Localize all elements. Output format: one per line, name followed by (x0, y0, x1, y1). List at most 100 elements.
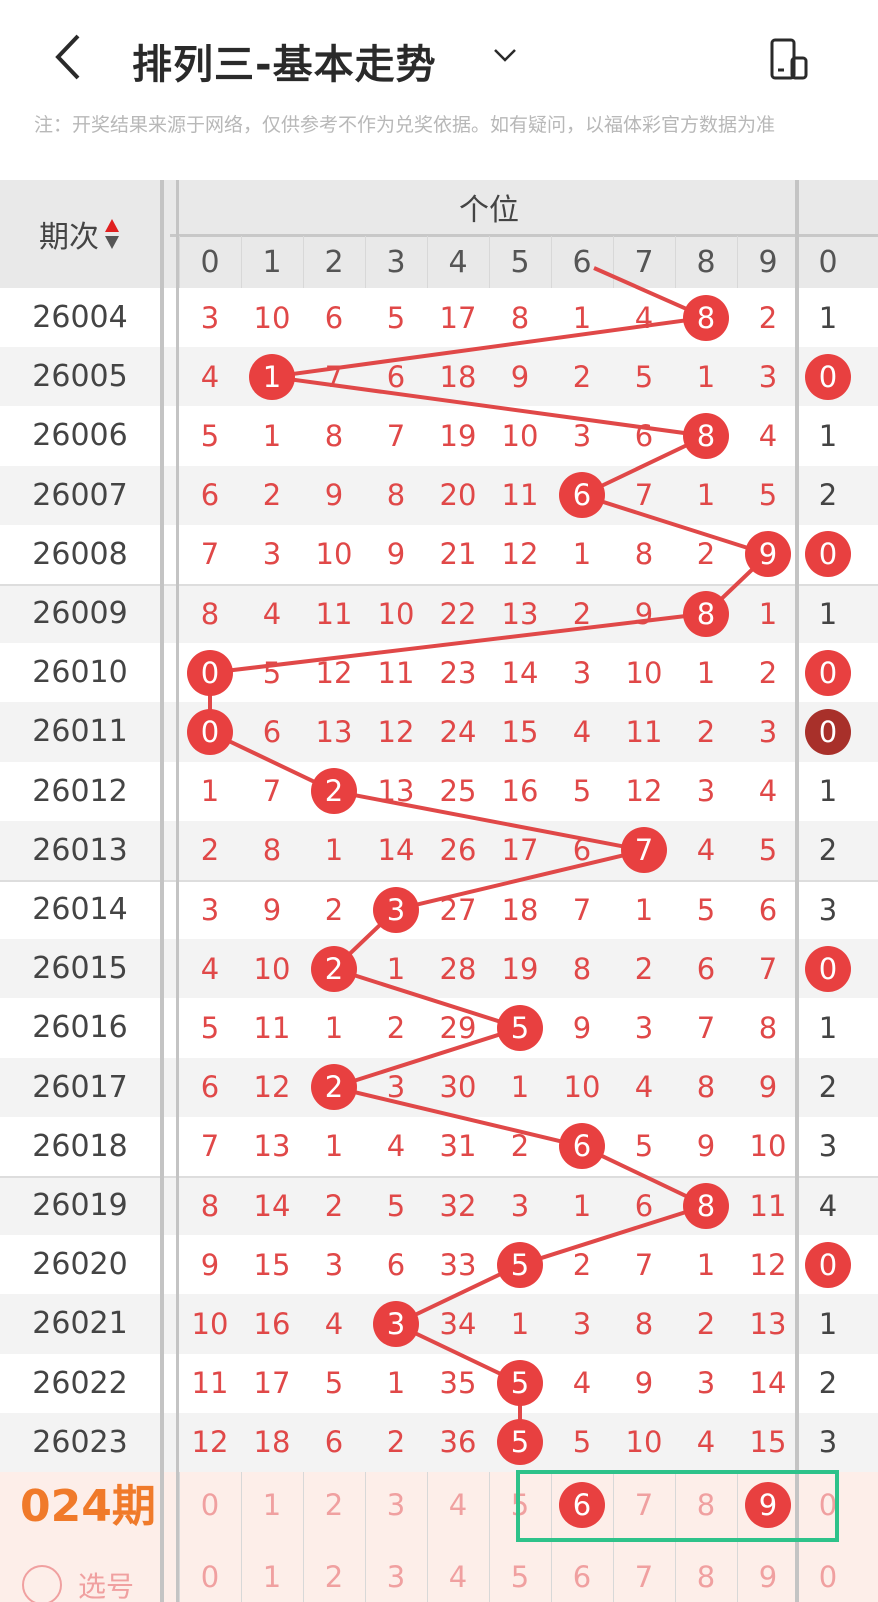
miss-count: 8 (634, 537, 654, 572)
pick-digit[interactable]: 6 (551, 1542, 613, 1602)
miss-count: 10 (749, 1129, 787, 1164)
table-row (0, 406, 878, 466)
miss-count: 9 (572, 1010, 592, 1045)
miss-count: 13 (315, 714, 353, 749)
sort-period-button[interactable]: 期次 (0, 180, 160, 288)
cell: 2 (303, 880, 365, 939)
miss-count: 30 (439, 1070, 477, 1105)
digit: 7 (634, 1488, 654, 1522)
miss-count: 10 (253, 300, 291, 335)
pick-digit[interactable]: 7 (613, 1470, 675, 1540)
miss-count: 1 (572, 300, 592, 335)
pick-digit[interactable]: 8 (675, 1470, 737, 1540)
table-row (0, 347, 878, 407)
pick-digit[interactable]: 4 (427, 1542, 489, 1602)
miss-count: 9 (758, 1070, 778, 1105)
cell: 7 (613, 821, 675, 880)
pick-digit[interactable]: 3 (365, 1542, 427, 1602)
miss-count: 1 (324, 1010, 344, 1045)
pick-digit[interactable]: 3 (365, 1470, 427, 1540)
cell: 14 (365, 821, 427, 880)
cell: 0 (179, 702, 241, 761)
cell: 2 (675, 525, 737, 584)
miss-count: 1 (324, 833, 344, 868)
miss-count: 8 (510, 300, 530, 335)
table-row (0, 1353, 878, 1413)
cell: 8 (365, 466, 427, 525)
miss-count: 3 (572, 418, 592, 453)
cell: 2 (303, 762, 365, 821)
pick-digit[interactable]: 2 (303, 1542, 365, 1602)
pick-digit[interactable]: 1 (241, 1470, 303, 1540)
cell: 2 (365, 998, 427, 1057)
miss-count: 35 (439, 1366, 477, 1401)
cell: 0 (798, 939, 858, 998)
cell: 1 (798, 584, 858, 643)
cell: 8 (675, 584, 737, 643)
pick-digit[interactable]: 6 (551, 1470, 613, 1540)
miss-count: 6 (386, 1247, 406, 1282)
digit-header: 3 (386, 244, 406, 280)
miss-count: 10 (625, 655, 663, 690)
pick-digit[interactable]: 0 (818, 1560, 838, 1594)
miss-count: 4 (818, 1188, 838, 1223)
cell: 16 (241, 1294, 303, 1353)
select-radio[interactable] (22, 1565, 62, 1602)
miss-count: 1 (634, 892, 654, 927)
miss-count: 11 (749, 1188, 787, 1223)
miss-count: 12 (501, 537, 539, 572)
cell: 5 (303, 1354, 365, 1413)
miss-count: 36 (439, 1425, 477, 1460)
pick-digit[interactable]: 2 (303, 1470, 365, 1540)
cell: 6 (675, 939, 737, 998)
pick-digit[interactable]: 4 (427, 1470, 489, 1540)
period-cell: 26010 (32, 655, 128, 691)
miss-count: 5 (200, 418, 220, 453)
pick-digit[interactable]: 9 (737, 1470, 799, 1540)
cell: 0 (798, 643, 858, 702)
cell: 1 (798, 288, 858, 347)
pick-digit[interactable]: 0 (179, 1470, 241, 1540)
hit-ball: 9 (745, 531, 791, 578)
digit: 9 (758, 1560, 778, 1594)
cell: 9 (737, 525, 799, 584)
cell: 5 (489, 1413, 551, 1472)
miss-count: 26 (439, 833, 477, 868)
digit: 3 (386, 1488, 406, 1522)
cell: 20 (427, 466, 489, 525)
table-row (0, 939, 878, 999)
cell: 3 (179, 288, 241, 347)
period-cell: 26019 (32, 1188, 128, 1223)
miss-count: 5 (572, 1425, 592, 1460)
hit-ball: 0 (805, 353, 851, 400)
chevron-down-icon[interactable] (490, 40, 520, 70)
cell: 0 (798, 525, 858, 584)
pick-digit[interactable]: 1 (241, 1542, 303, 1602)
chevron-left-icon[interactable] (48, 32, 88, 82)
miss-count: 2 (572, 596, 592, 631)
top-bar: 排列三-基本走势 (0, 0, 878, 120)
hit-ball: 6 (559, 1123, 605, 1170)
miss-count: 19 (439, 418, 477, 453)
pick-digit[interactable]: 9 (737, 1542, 799, 1602)
pick-digit[interactable]: 0 (818, 1488, 838, 1522)
hit-ball: 5 (497, 1004, 543, 1051)
cell: 1 (179, 762, 241, 821)
cell: 15 (489, 702, 551, 761)
page-title[interactable]: 排列三-基本走势 (132, 42, 437, 88)
cell: 4 (737, 762, 799, 821)
cell: 1 (798, 762, 858, 821)
hit-ball: 3 (373, 1300, 419, 1347)
cell: 7 (303, 347, 365, 406)
pick-digit[interactable]: 0 (179, 1542, 241, 1602)
miss-count: 1 (818, 774, 838, 809)
screen-rotate-icon[interactable] (770, 38, 810, 82)
pick-digit[interactable]: 5 (489, 1542, 551, 1602)
cell: 6 (179, 1058, 241, 1117)
miss-count: 2 (324, 1188, 344, 1223)
cell: 3 (737, 702, 799, 761)
pick-digit[interactable]: 7 (613, 1542, 675, 1602)
miss-count: 5 (386, 300, 406, 335)
pick-digit[interactable]: 8 (675, 1542, 737, 1602)
miss-count: 9 (696, 1129, 716, 1164)
